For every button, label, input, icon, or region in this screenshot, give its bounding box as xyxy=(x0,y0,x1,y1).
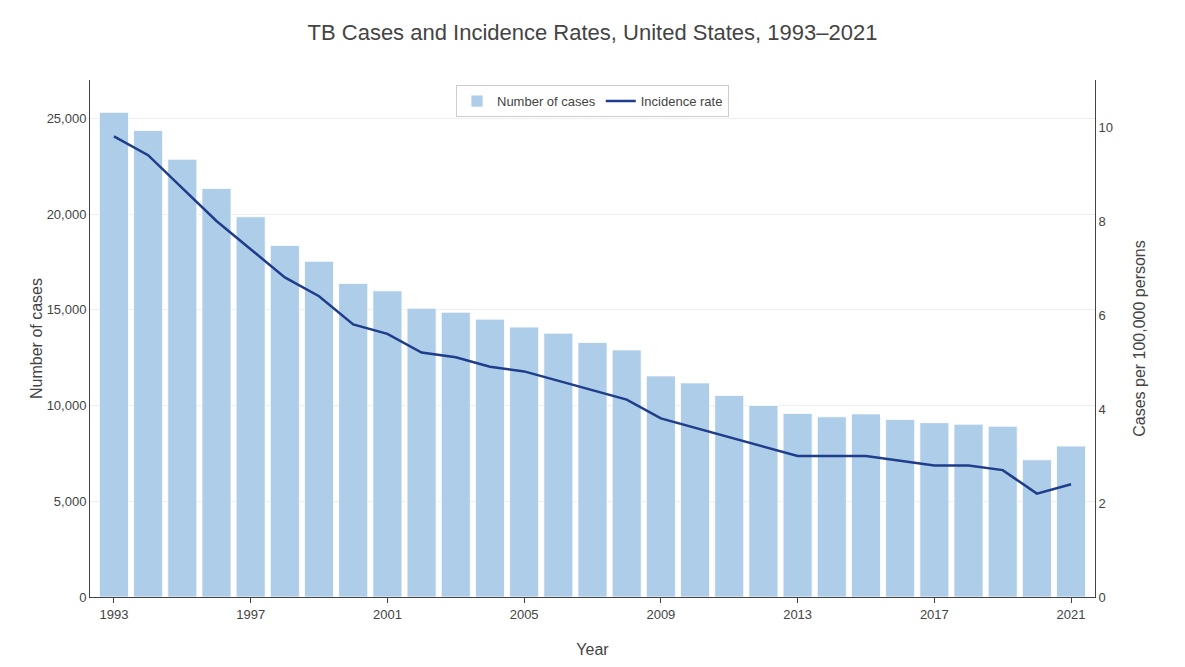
svg-text:15,000: 15,000 xyxy=(47,302,87,317)
svg-text:Number of cases: Number of cases xyxy=(28,278,45,399)
svg-text:2005: 2005 xyxy=(510,607,539,622)
svg-text:TB Cases and Incidence Rates,: TB Cases and Incidence Rates, United Sta… xyxy=(308,20,878,45)
svg-text:0: 0 xyxy=(1099,590,1106,605)
svg-text:Number of cases: Number of cases xyxy=(497,94,596,109)
svg-text:2: 2 xyxy=(1099,496,1106,511)
svg-text:8: 8 xyxy=(1099,214,1106,229)
svg-text:4: 4 xyxy=(1099,402,1106,417)
svg-text:1997: 1997 xyxy=(236,607,265,622)
svg-text:25,000: 25,000 xyxy=(47,111,87,126)
svg-text:0: 0 xyxy=(79,590,86,605)
svg-text:10: 10 xyxy=(1099,120,1113,135)
svg-text:Cases per 100,000 persons: Cases per 100,000 persons xyxy=(1131,240,1148,437)
svg-text:6: 6 xyxy=(1099,308,1106,323)
svg-text:1993: 1993 xyxy=(99,607,128,622)
svg-text:Incidence rate: Incidence rate xyxy=(641,94,723,109)
svg-text:2001: 2001 xyxy=(373,607,402,622)
svg-text:Year: Year xyxy=(576,641,609,658)
svg-text:2021: 2021 xyxy=(1057,607,1086,622)
svg-text:2013: 2013 xyxy=(783,607,812,622)
svg-text:2009: 2009 xyxy=(646,607,675,622)
svg-text:2017: 2017 xyxy=(920,607,949,622)
svg-text:5,000: 5,000 xyxy=(54,494,87,509)
svg-text:20,000: 20,000 xyxy=(47,207,87,222)
svg-text:10,000: 10,000 xyxy=(47,398,87,413)
